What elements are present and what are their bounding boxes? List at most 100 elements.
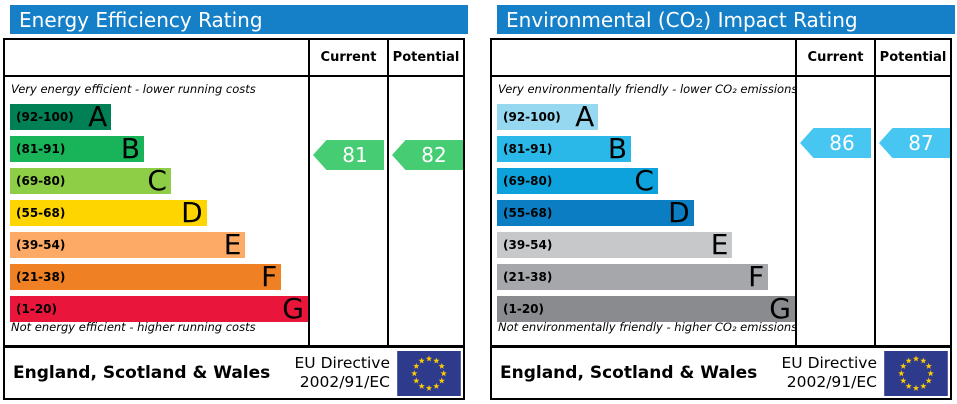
band-row-g: (1-20) G: [10, 292, 308, 325]
env-rating-table: Very environmentally friendly - lower CO…: [490, 38, 952, 347]
band-bar-c: (69-80) C: [10, 164, 171, 197]
env-current-column: Current 86: [795, 40, 874, 345]
band-range-d: (55-68): [16, 206, 66, 220]
env-footer-directive: EU Directive 2002/91/EC: [782, 354, 878, 391]
energy-band-column: Very energy efficient - lower running co…: [5, 40, 308, 345]
energy-potential-header: Potential: [389, 40, 463, 77]
band-row-b: (81-91) B: [497, 132, 795, 165]
energy-current-header: Current: [310, 40, 387, 77]
env-bottom-caption: Not environmentally friendly - higher CO…: [498, 320, 798, 334]
energy-directive-line2: 2002/91/EC: [299, 373, 390, 391]
energy-bands: (92-100) A (81-91) B (69-80) C (55-68) D (39…: [5, 100, 308, 325]
band-letter-c: C: [634, 164, 654, 197]
band-range-b: (81-91): [503, 142, 553, 156]
band-letter-e: E: [710, 228, 729, 261]
band-letter-b: B: [607, 132, 628, 165]
band-row-c: (69-80) C: [497, 164, 795, 197]
band-range-f: (21-38): [503, 270, 553, 284]
environmental-impact-panel: Environmental (CO₂) Impact Rating Very e…: [490, 0, 955, 400]
env-band-column-body: Very environmentally friendly - lower CO…: [492, 77, 798, 345]
band-range-c: (69-80): [16, 174, 66, 188]
env-panel-title: Environmental (CO₂) Impact Rating: [497, 5, 955, 34]
energy-band-column-body: Very energy efficient - lower running co…: [5, 77, 308, 345]
band-range-d: (55-68): [503, 206, 553, 220]
band-row-d: (55-68) D: [10, 196, 308, 229]
energy-bottom-caption: Not energy efficient - higher running co…: [11, 320, 256, 334]
band-bar-g: (1-20) G: [10, 292, 308, 325]
energy-panel-title: Energy Efficiency Rating: [10, 5, 468, 34]
band-range-c: (69-80): [503, 174, 553, 188]
env-potential-body: 87: [876, 77, 950, 345]
band-row-f: (21-38) F: [10, 260, 308, 293]
band-letter-a: A: [575, 100, 595, 133]
energy-potential-body: 82: [389, 77, 463, 345]
env-directive-line2: 2002/91/EC: [786, 373, 877, 391]
band-bar-b: (81-91) B: [10, 132, 145, 165]
env-band-column: Very environmentally friendly - lower CO…: [492, 40, 798, 345]
band-row-d: (55-68) D: [497, 196, 795, 229]
energy-footer-directive: EU Directive 2002/91/EC: [295, 354, 391, 391]
eu-flag-stars: [411, 355, 447, 391]
env-top-caption: Very environmentally friendly - lower CO…: [498, 82, 798, 96]
energy-band-column-header: [5, 40, 308, 77]
env-potential-arrow: 87: [879, 128, 950, 158]
band-bar-c: (69-80) C: [497, 164, 658, 197]
env-footer: England, Scotland & Wales EU Directive 2…: [490, 345, 952, 400]
env-current-arrow: 86: [800, 128, 871, 158]
energy-footer-region: England, Scotland & Wales: [13, 363, 271, 383]
band-bar-a: (92-100) A: [497, 100, 599, 133]
band-bar-g: (1-20) G: [497, 292, 795, 325]
energy-current-arrow: 81: [313, 140, 384, 170]
band-range-b: (81-91): [16, 142, 66, 156]
band-row-e: (39-54) E: [497, 228, 795, 261]
band-letter-d: D: [668, 196, 690, 229]
band-bar-e: (39-54) E: [10, 228, 246, 261]
energy-directive-line1: EU Directive: [294, 354, 391, 373]
env-directive-line1: EU Directive: [781, 354, 878, 373]
env-footer-region: England, Scotland & Wales: [500, 363, 758, 383]
energy-rating-table: Very energy efficient - lower running co…: [3, 38, 465, 347]
band-row-e: (39-54) E: [10, 228, 308, 261]
band-bar-d: (55-68) D: [10, 196, 207, 229]
band-letter-d: D: [181, 196, 203, 229]
band-bar-a: (92-100) A: [10, 100, 112, 133]
band-range-f: (21-38): [16, 270, 66, 284]
band-range-g: (1-20): [16, 302, 57, 316]
band-row-a: (92-100) A: [497, 100, 795, 133]
band-row-g: (1-20) G: [497, 292, 795, 325]
energy-current-column: Current 81: [308, 40, 387, 345]
env-band-column-header: [492, 40, 795, 77]
env-current-body: 86: [797, 77, 874, 345]
energy-top-caption: Very energy efficient - lower running co…: [11, 82, 256, 96]
eu-flag-stars: [898, 355, 934, 391]
band-range-a: (92-100): [16, 110, 74, 124]
band-bar-e: (39-54) E: [497, 228, 733, 261]
band-row-c: (69-80) C: [10, 164, 308, 197]
band-bar-b: (81-91) B: [497, 132, 632, 165]
energy-footer: England, Scotland & Wales EU Directive 2…: [3, 345, 465, 400]
band-letter-f: F: [261, 260, 278, 293]
eu-flag-icon: [397, 350, 461, 396]
band-letter-e: E: [223, 228, 242, 261]
band-letter-f: F: [748, 260, 765, 293]
band-row-f: (21-38) F: [497, 260, 795, 293]
env-bands: (92-100) A (81-91) B (69-80) C (55-68) D (39…: [492, 100, 795, 325]
band-bar-d: (55-68) D: [497, 196, 694, 229]
energy-efficiency-panel: Energy Efficiency Rating Very energy eff…: [3, 0, 468, 400]
band-range-g: (1-20): [503, 302, 544, 316]
band-range-a: (92-100): [503, 110, 561, 124]
band-letter-b: B: [120, 132, 141, 165]
band-letter-a: A: [88, 100, 108, 133]
env-current-header: Current: [797, 40, 874, 77]
band-letter-g: G: [282, 292, 304, 325]
band-row-b: (81-91) B: [10, 132, 308, 165]
band-letter-c: C: [147, 164, 167, 197]
band-bar-f: (21-38) F: [10, 260, 282, 293]
band-letter-g: G: [769, 292, 791, 325]
eu-flag-icon: [884, 350, 948, 396]
env-potential-column: Potential 87: [874, 40, 950, 345]
band-bar-f: (21-38) F: [497, 260, 769, 293]
energy-potential-arrow: 82: [392, 140, 463, 170]
band-row-a: (92-100) A: [10, 100, 308, 133]
band-range-e: (39-54): [503, 238, 553, 252]
